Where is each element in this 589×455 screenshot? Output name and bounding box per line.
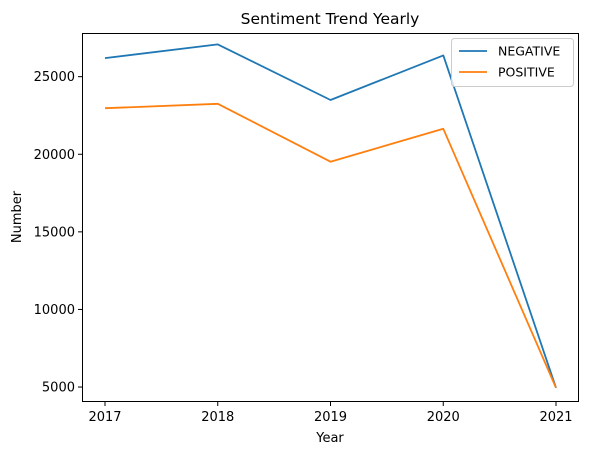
legend: NEGATIVE POSITIVE xyxy=(451,38,574,87)
series-lines xyxy=(104,43,557,389)
series-line-negative xyxy=(104,43,557,389)
legend-label-positive: POSITIVE xyxy=(498,65,555,80)
y-tick-label: 20000 xyxy=(34,148,75,163)
x-tick-label: 2021 xyxy=(539,410,572,425)
legend-label-negative: NEGATIVE xyxy=(498,44,560,59)
x-tick-label: 2020 xyxy=(427,410,460,425)
y-tick-label: 10000 xyxy=(34,303,75,318)
y-axis-label: Number xyxy=(10,190,25,243)
y-tick-label: 15000 xyxy=(34,225,75,240)
x-tick-label: 2017 xyxy=(88,410,121,425)
x-axis: 2017 2018 2019 2020 2021 xyxy=(88,401,573,425)
y-tick-label: 5000 xyxy=(42,381,75,396)
chart-title: Sentiment Trend Yearly xyxy=(241,10,420,28)
y-tick-label: 25000 xyxy=(34,70,75,85)
x-axis-label: Year xyxy=(315,431,344,446)
y-axis: 5000 10000 15000 20000 25000 xyxy=(34,70,83,396)
series-line-positive xyxy=(104,102,557,389)
x-tick-label: 2018 xyxy=(201,410,234,425)
plot-area-frame xyxy=(82,33,579,402)
x-tick-label: 2019 xyxy=(314,410,347,425)
